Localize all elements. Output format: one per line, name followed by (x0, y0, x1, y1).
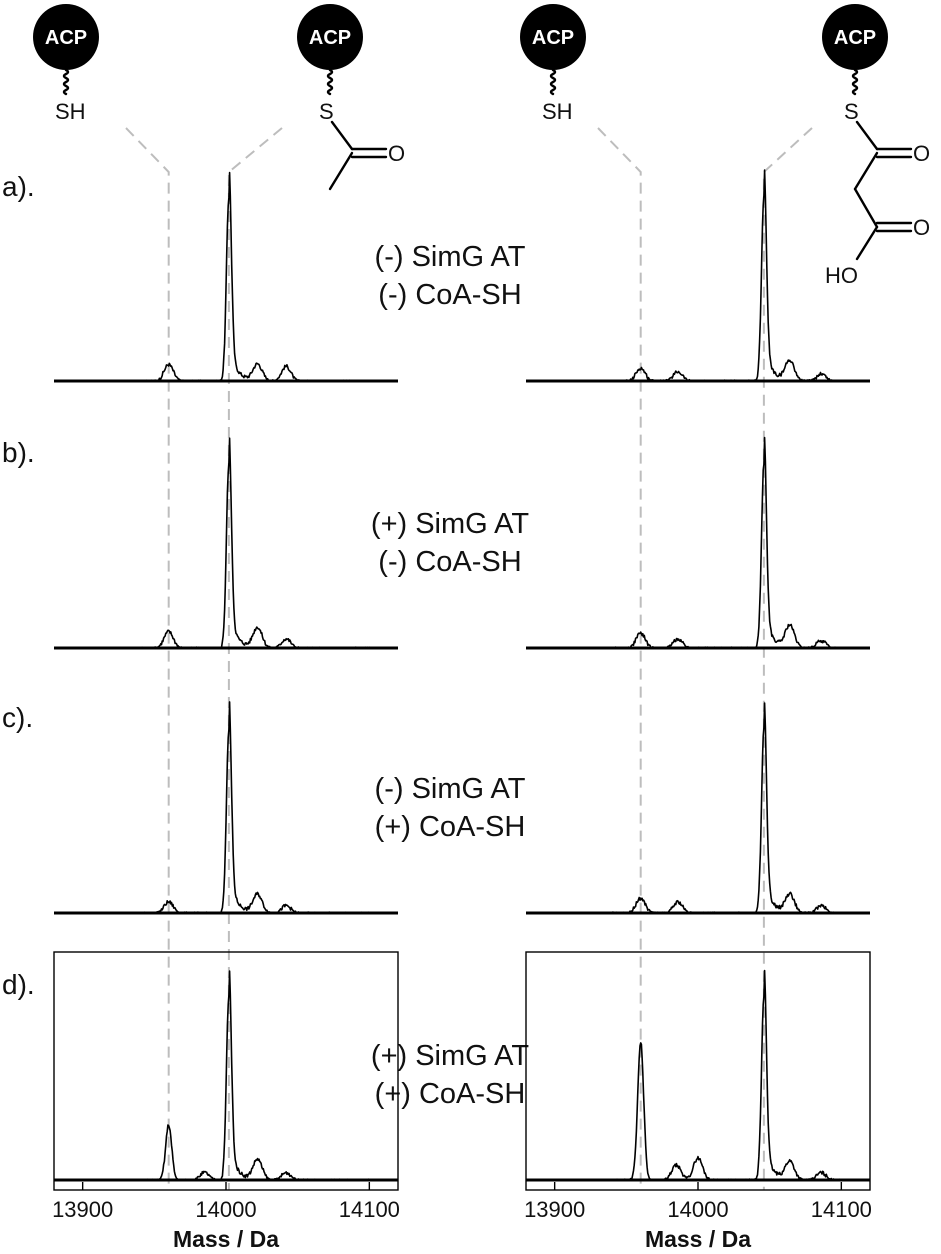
plot-frame (525, 951, 871, 1191)
x-tick-label: 14000 (195, 1197, 256, 1222)
spectrum-trace-right (540, 169, 856, 382)
spectrum-trace-left (68, 437, 384, 649)
x-axis-title: Mass / Da (645, 1226, 751, 1252)
acp-circle (297, 4, 363, 70)
chemical-structures: ACP SH ACP S O ACP SH ACP S O O HO (33, 4, 930, 288)
acp-acetyl-structure: ACP S O (297, 4, 405, 191)
wavy-linker (326, 68, 334, 96)
acp-label: ACP (834, 27, 876, 49)
guide-line (597, 127, 642, 1190)
x-axis-left: 13900 14000 14100 Mass / Da (52, 951, 400, 1252)
guide-line (227, 127, 283, 1190)
guide-line (125, 127, 170, 1190)
panel-row-b: b). (+) SimG AT (-) CoA-SH (2, 436, 870, 650)
spectrum-trace-right (540, 436, 856, 649)
panel-label: b). (2, 437, 35, 468)
wavy-linker (62, 68, 70, 96)
acp-thiol-structure: ACP SH (520, 4, 586, 124)
oxygen-label: O (388, 141, 405, 166)
acp-label: ACP (309, 27, 351, 49)
acp-thiol-structure: ACP SH (33, 4, 99, 124)
panel-label: a). (2, 171, 35, 202)
sulfur-group-label: S (844, 99, 859, 124)
acp-label: ACP (45, 27, 87, 49)
spectrum-trace-right (540, 702, 856, 914)
spectrum-trace-left (68, 701, 384, 914)
oxygen-label: O (913, 141, 930, 166)
condition-label: (-) CoA-SH (378, 279, 521, 311)
x-axis-title: Mass / Da (173, 1226, 279, 1252)
acp-circle (520, 4, 586, 70)
panel-row-c: c). (-) SimG AT (+) CoA-SH (2, 701, 870, 915)
x-tick-label: 14000 (667, 1197, 728, 1222)
condition-label: (+) SimG AT (371, 1040, 529, 1072)
x-tick-label: 13900 (524, 1197, 585, 1222)
mass-guide-lines (125, 127, 813, 1190)
sulfur-group-label: S (319, 99, 334, 124)
panel-row-d: d). (+) SimG AT (+) CoA-SH (2, 969, 870, 1182)
bond (328, 151, 354, 191)
spectrum-trace-left (68, 171, 384, 382)
oxygen-label: O (913, 215, 930, 240)
mass-axes: 13900 14000 14100 Mass / Da 13900 14000 14100 M… (52, 951, 872, 1252)
condition-label: (-) CoA-SH (378, 546, 521, 578)
guide-line (762, 127, 813, 1190)
acp-malonyl-structure: ACP S O O HO (822, 4, 930, 288)
panel-label: c). (2, 702, 33, 733)
panel-row-a: a). (-) SimG AT (-) CoA-SH (2, 169, 870, 383)
bond (853, 151, 879, 191)
spectrum-trace-left (68, 970, 384, 1181)
panel-label: d). (2, 969, 35, 1000)
spectra-panels: a). (-) SimG AT (-) CoA-SH b). (+) SimG AT (-… (2, 169, 870, 1182)
condition-label: (-) SimG AT (375, 773, 526, 805)
wavy-linker (851, 68, 859, 96)
x-axis-right: 13900 14000 14100 Mass / Da (524, 951, 872, 1252)
condition-label: (+) CoA-SH (375, 1078, 526, 1110)
x-tick-label: 14100 (811, 1197, 872, 1222)
bond (855, 225, 879, 261)
condition-label: (+) SimG AT (371, 508, 529, 540)
bond (853, 187, 879, 229)
hydroxyl-label: HO (825, 263, 858, 288)
bond (855, 120, 879, 151)
sulfur-group-label: SH (542, 99, 573, 124)
spectrum-trace-right (540, 969, 856, 1181)
bond (330, 120, 354, 151)
x-tick-label: 14100 (339, 1197, 400, 1222)
acp-circle (822, 4, 888, 70)
acp-label: ACP (532, 27, 574, 49)
acp-circle (33, 4, 99, 70)
condition-label: (-) SimG AT (375, 241, 526, 273)
x-tick-label: 13900 (52, 1197, 113, 1222)
sulfur-group-label: SH (55, 99, 86, 124)
condition-label: (+) CoA-SH (375, 811, 526, 843)
wavy-linker (549, 68, 557, 96)
